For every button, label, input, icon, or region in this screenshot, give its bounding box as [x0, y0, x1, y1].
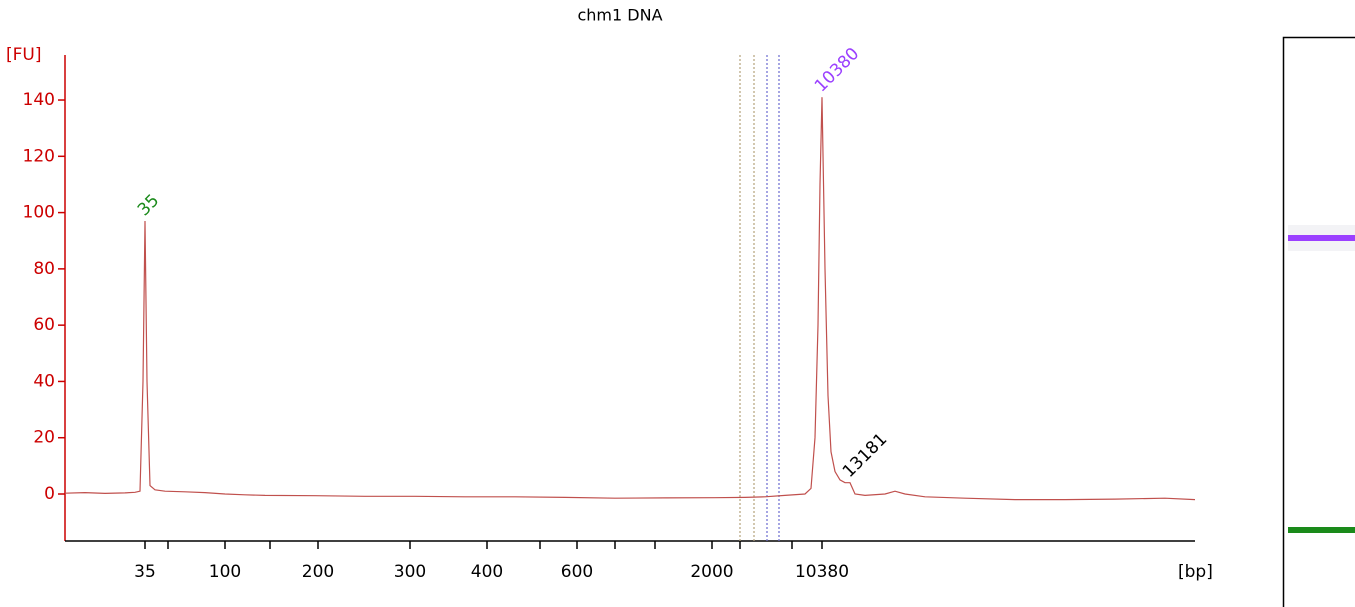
y-tick-label: 40 — [33, 371, 55, 391]
y-tick-label: 100 — [23, 203, 55, 223]
x-tick-label: 200 — [302, 562, 334, 582]
x-tick-label: 2000 — [690, 562, 733, 582]
y-tick-label: 120 — [23, 146, 55, 166]
peak-label: 35 — [134, 191, 163, 220]
x-tick-label: 600 — [561, 562, 593, 582]
x-axis-label: [bp] — [1178, 562, 1213, 582]
trace — [64, 97, 1196, 501]
y-tick-label: 20 — [33, 428, 55, 448]
x-tick-label: 100 — [209, 562, 241, 582]
x-tick-label: 10380 — [795, 562, 849, 582]
y-tick-label: 140 — [23, 90, 55, 110]
y-tick-label: 80 — [33, 259, 55, 279]
gel-band — [1288, 527, 1355, 533]
x-tick-label: 400 — [471, 562, 503, 582]
y-tick-label: 0 — [44, 484, 55, 504]
gel-lane — [1282, 36, 1355, 607]
gel-box — [1282, 36, 1355, 607]
x-tick-label: 35 — [134, 562, 156, 582]
gel-band — [1288, 235, 1355, 241]
peak-label: 13181 — [839, 429, 891, 481]
y-tick-label: 60 — [33, 315, 55, 335]
peak-label: 10380 — [811, 44, 863, 96]
x-tick-label: 300 — [394, 562, 426, 582]
y-axis-label: [FU] — [6, 45, 42, 65]
chart-title: chm1 DNA — [577, 6, 662, 25]
